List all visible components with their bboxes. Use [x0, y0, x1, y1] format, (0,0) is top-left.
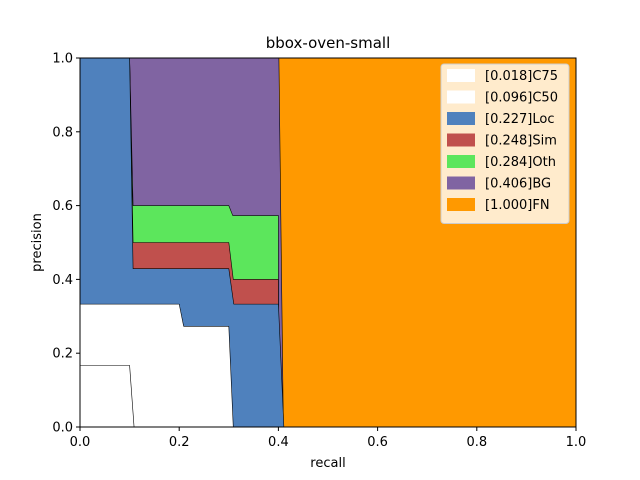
legend-swatch-0-018-c75 [447, 69, 475, 82]
x-axis: 0.0 0.2 0.4 0.6 0.8 1.0 [70, 427, 587, 450]
legend: [0.018]C75 [0.096]C50 [0.227]Loc [0.248]Sim… [440, 63, 570, 224]
y-tick-label: 0.0 [52, 421, 73, 436]
legend-label-0-018-c75: [0.018]C75 [485, 69, 558, 84]
legend-label-1-000-fn: [1.000]FN [485, 198, 550, 213]
plot-frame [79, 57, 577, 428]
x-axis-label: recall [310, 456, 345, 471]
x-tick-label: 0.6 [367, 435, 388, 450]
legend-swatch-0-406-bg [447, 176, 475, 190]
x-tick-label: 0.4 [268, 435, 289, 450]
y-tick-label: 1.0 [52, 52, 73, 67]
y-tick-label: 0.4 [52, 273, 73, 288]
legend-label-0-284-oth: [0.284]Oth [485, 155, 556, 170]
legend-swatch-0-248-sim [447, 133, 475, 147]
y-axis: 0.0 0.2 0.4 0.6 0.8 1.0 [52, 52, 80, 436]
x-tick-label: 0.0 [70, 435, 91, 450]
x-tick-label: 0.8 [466, 435, 487, 450]
legend-swatch-0-227-loc [447, 112, 475, 125]
legend-swatch-1-000-fn [447, 198, 475, 211]
x-tick-label: 0.2 [169, 435, 190, 450]
legend-label-0-406-bg: [0.406]BG [485, 177, 551, 192]
y-tick-label: 0.6 [52, 199, 73, 214]
x-tick-label: 1.0 [566, 435, 587, 450]
legend-label-0-227-loc: [0.227]Loc [485, 112, 554, 127]
y-tick-label: 0.2 [52, 347, 73, 362]
legend-label-0-096-c50: [0.096]C50 [485, 91, 558, 106]
legend-swatch-0-284-oth [447, 155, 475, 168]
legend-label-0-248-sim: [0.248]Sim [485, 134, 557, 149]
y-tick-label: 0.8 [52, 125, 73, 140]
area-0-018-c75 [79, 365, 135, 428]
chart-title: bbox-oven-small [266, 34, 390, 52]
y-axis-label: precision [30, 213, 45, 272]
legend-swatch-0-096-c50 [447, 90, 475, 104]
